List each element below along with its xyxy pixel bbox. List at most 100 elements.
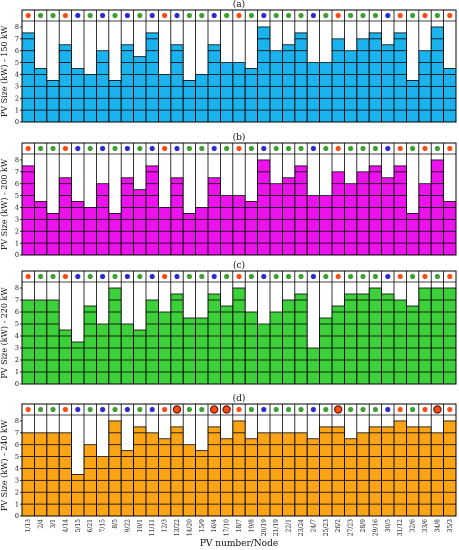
node-dot	[323, 12, 329, 19]
node-dot	[310, 145, 316, 152]
x-tick-label: 30/5	[385, 519, 392, 533]
bar	[108, 80, 122, 122]
bar	[170, 177, 184, 255]
bar	[344, 294, 357, 384]
bar	[294, 165, 308, 255]
x-axis-label: PV number/Node	[200, 539, 278, 549]
node-dot	[62, 406, 68, 413]
node-dot	[50, 145, 56, 152]
node-dot	[112, 145, 118, 152]
node-dot	[286, 273, 292, 280]
node-dot	[447, 273, 453, 280]
node-dot	[137, 273, 143, 280]
node-dot	[100, 406, 106, 413]
node-dot	[348, 273, 354, 280]
node-dot	[310, 12, 316, 19]
node-dot	[360, 12, 366, 19]
y-tick-label: 4	[15, 71, 19, 79]
node-dot	[236, 12, 242, 19]
x-tick-label: 5/15	[75, 519, 82, 533]
x-tick-label: 12/3	[162, 519, 169, 533]
bar	[282, 44, 295, 122]
bar	[307, 348, 320, 384]
y-tick-label: 4	[15, 204, 19, 212]
bar	[121, 44, 134, 122]
bar	[294, 294, 308, 384]
node-dot	[447, 406, 453, 413]
bar	[443, 201, 456, 255]
x-tick-label: 8/5	[112, 519, 119, 529]
x-tick-label: 35/3	[447, 519, 454, 533]
bar	[332, 426, 345, 516]
bar	[34, 201, 47, 255]
bar	[46, 213, 60, 255]
y-axis-label: PV Size (kW) - 220 kW	[0, 287, 9, 379]
node-dot	[224, 273, 230, 280]
x-tick-label: 17/10	[224, 519, 231, 536]
bar	[356, 38, 370, 122]
bar	[59, 177, 72, 255]
y-tick-label: 8	[15, 23, 19, 31]
bar	[394, 32, 407, 122]
y-tick-label: 3	[15, 477, 19, 485]
node-dot	[410, 273, 416, 280]
node-dot	[261, 12, 267, 19]
node-dot	[124, 406, 130, 413]
node-dot	[422, 145, 428, 152]
node-dot	[372, 145, 378, 152]
node-dot	[199, 12, 205, 19]
node-dot	[124, 12, 130, 19]
node-dot	[62, 273, 68, 280]
node-dot	[372, 406, 378, 413]
y-tick-label: 5	[15, 192, 19, 200]
node-dot	[112, 273, 118, 280]
bar	[170, 294, 184, 384]
x-tick-label: 13/22	[174, 519, 181, 536]
y-tick-label: 2	[15, 488, 19, 496]
node-dot	[434, 273, 440, 280]
bar	[344, 438, 357, 516]
panel-frame	[21, 403, 457, 517]
node-dot	[236, 145, 242, 152]
bar	[394, 300, 407, 384]
node-dot	[447, 145, 453, 152]
node-dot	[298, 406, 304, 413]
bar	[170, 44, 184, 122]
bar	[257, 432, 270, 516]
bar	[46, 80, 60, 122]
node-dot	[261, 406, 267, 413]
node-dot	[273, 406, 279, 413]
bar	[46, 432, 60, 516]
node-dot	[100, 273, 106, 280]
y-tick-label: 6	[15, 441, 19, 449]
node-dot	[397, 145, 403, 152]
bar	[270, 432, 283, 516]
bar	[170, 426, 184, 516]
y-axis-label: PV Size (kW) - 240 kW	[0, 419, 9, 511]
x-tick-label: 26/2	[335, 519, 342, 533]
y-tick-label: 5	[15, 59, 19, 67]
node-dot	[323, 406, 329, 413]
y-tick-label: 3	[15, 83, 19, 91]
bar	[381, 44, 394, 122]
x-tick-label: 23/24	[298, 519, 305, 536]
panel-frame	[21, 142, 457, 256]
x-tick-label: 31/12	[397, 519, 404, 536]
bar	[381, 294, 394, 384]
bar	[96, 456, 109, 516]
node-dot	[335, 12, 341, 19]
node-dot	[38, 273, 44, 280]
bar	[245, 201, 258, 255]
bar	[294, 32, 308, 122]
y-tick-label: 6	[15, 308, 19, 316]
bar	[71, 474, 84, 516]
bar	[22, 432, 35, 516]
node-dot	[162, 273, 168, 280]
node-dot	[397, 406, 403, 413]
x-tick-label: 25/23	[323, 519, 330, 536]
node-dot	[236, 273, 242, 280]
x-tick-label: 9/22	[124, 519, 131, 533]
node-dot	[199, 406, 205, 413]
y-axis-label: PV Size (kW) - 150 kW	[0, 25, 9, 117]
node-dot	[286, 145, 292, 152]
